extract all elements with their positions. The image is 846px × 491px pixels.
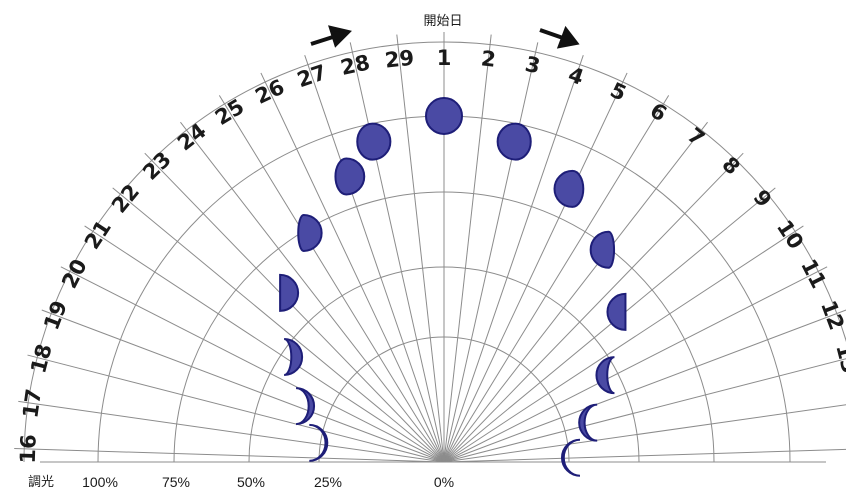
day-ray xyxy=(218,95,445,463)
day-label: 1 xyxy=(437,46,452,70)
day-label: 6 xyxy=(646,98,671,126)
day-ray xyxy=(14,447,445,463)
day-ray xyxy=(349,42,445,463)
day-ray xyxy=(443,225,804,463)
day-ray xyxy=(60,266,445,463)
day-ray xyxy=(84,225,445,463)
day-ray xyxy=(443,55,584,463)
day-ray xyxy=(443,72,628,463)
day-label: 3 xyxy=(523,52,543,79)
day-label: 26 xyxy=(251,75,288,109)
day-ray xyxy=(443,121,708,463)
axis-label-50: 50% xyxy=(237,474,265,490)
day-ray xyxy=(443,34,492,463)
start-day-title: 開始日 xyxy=(423,14,462,29)
axis-label-25: 25% xyxy=(314,474,342,490)
day-ray xyxy=(443,309,846,463)
moon-phase-icon xyxy=(334,157,366,196)
day-ray xyxy=(112,187,445,463)
day-ray xyxy=(260,72,445,463)
day-ray xyxy=(27,354,445,463)
day-label: 22 xyxy=(107,180,144,218)
day-label: 5 xyxy=(606,78,629,106)
day-label: 19 xyxy=(39,297,72,333)
day-label: 21 xyxy=(80,216,116,254)
day-ray xyxy=(443,448,846,463)
day-label: 14 xyxy=(842,387,846,419)
day-ray xyxy=(443,404,846,463)
moon-phase-icon xyxy=(553,169,585,208)
direction-arrow-left-icon xyxy=(310,25,352,48)
day-ray xyxy=(443,187,776,463)
day-label: 7 xyxy=(683,123,709,151)
moon-phase-icon xyxy=(356,122,392,161)
day-label: 24 xyxy=(173,119,211,156)
day-label: 4 xyxy=(565,62,587,89)
day-label: 17 xyxy=(18,387,46,419)
day-label: 27 xyxy=(294,60,329,92)
day-rays xyxy=(14,32,846,463)
day-label: 29 xyxy=(384,46,416,73)
moon-icons xyxy=(279,97,627,477)
day-label: 25 xyxy=(211,94,248,130)
moon-phase-icon xyxy=(295,387,316,426)
direction-arrow-right-icon xyxy=(539,25,580,49)
day-ray xyxy=(18,400,445,463)
moon-phase-icon xyxy=(297,213,323,252)
moon-phase-icon xyxy=(283,337,304,376)
day-ray xyxy=(180,121,445,463)
day-label: 10 xyxy=(772,216,808,254)
moon-phase-icon xyxy=(589,230,616,269)
day-ray xyxy=(41,309,445,463)
day-label: 13 xyxy=(831,341,846,375)
axis-label-75: 75% xyxy=(162,474,190,490)
day-label: 18 xyxy=(26,341,57,375)
axis-label-100: 100% xyxy=(82,474,118,490)
day-label: 16 xyxy=(16,434,41,464)
axis-prefix-label: 調光 xyxy=(28,475,54,490)
day-ray xyxy=(396,34,445,463)
moon-phase-icon xyxy=(424,97,464,135)
day-ray xyxy=(443,358,846,463)
day-label: 28 xyxy=(338,50,372,80)
moon-phase-icon xyxy=(496,122,532,161)
axis-label-0: 0% xyxy=(434,474,454,490)
day-ray xyxy=(144,152,445,463)
day-ray xyxy=(443,95,670,463)
day-label: 2 xyxy=(480,46,497,71)
day-label: 9 xyxy=(749,185,777,212)
moon-phase-icon xyxy=(606,292,627,331)
day-ray xyxy=(443,42,539,463)
moon-phase-icon xyxy=(279,273,300,312)
day-ray xyxy=(443,266,828,463)
day-ray xyxy=(304,55,445,463)
day-ray xyxy=(443,152,744,463)
moon-phase-icon xyxy=(578,403,598,442)
